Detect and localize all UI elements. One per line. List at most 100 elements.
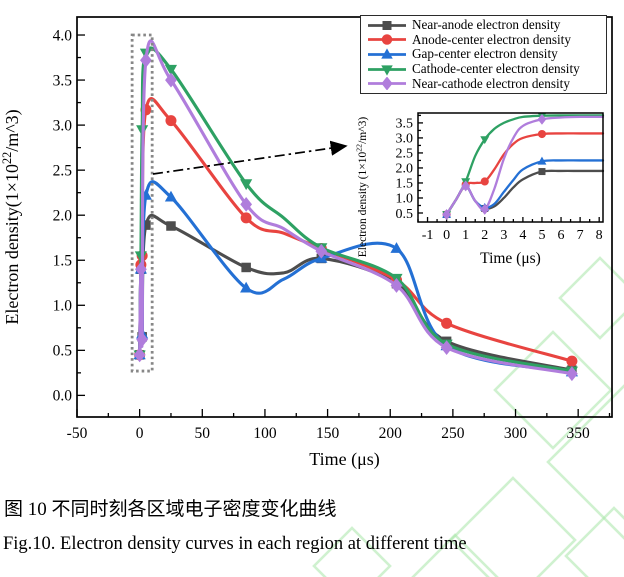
legend-label: Gap-center electron density <box>412 46 558 62</box>
caption-english: Fig.10. Electron density curves in each … <box>3 534 467 554</box>
svg-text:100: 100 <box>253 425 277 442</box>
square-marker <box>166 221 176 231</box>
diamond-marker <box>135 261 147 277</box>
main-plot-x-axis-label: Time (μs) <box>309 449 380 470</box>
main-plot-frame <box>76 16 613 418</box>
diamond-marker <box>315 243 328 259</box>
diamond-marker <box>390 278 403 293</box>
svg-text:250: 250 <box>441 425 465 442</box>
legend-swatch-triangle-down <box>368 64 406 76</box>
svg-text:-50: -50 <box>67 425 88 442</box>
watermark-diamond <box>449 476 577 577</box>
watermark-diamond <box>546 384 624 540</box>
zoom-region-box <box>130 33 154 373</box>
diamond-marker <box>381 77 393 91</box>
svg-text:2.5: 2.5 <box>396 147 414 162</box>
chart-legend: Near-anode electron density Anode-center … <box>360 15 607 94</box>
legend-label: Near-anode electron density <box>412 17 561 33</box>
zoom-arrow <box>152 140 348 175</box>
diamond-marker <box>442 209 451 220</box>
triangle-down-marker <box>381 64 393 76</box>
legend-label: Cathode-center electron density <box>412 61 580 77</box>
legend-item-near-cathode-electron-density: Near-cathode electron density <box>366 76 606 91</box>
legend-label: Near-cathode electron density <box>412 75 570 91</box>
svg-text:200: 200 <box>379 425 403 442</box>
main-plot-y-axis-label: Electron density(1×1022/m^3) <box>0 109 23 324</box>
svg-text:6: 6 <box>558 228 565 243</box>
square-marker <box>538 168 546 176</box>
square-marker <box>141 220 151 230</box>
svg-text:3.0: 3.0 <box>396 132 414 147</box>
svg-text:4: 4 <box>519 228 526 243</box>
diamond-marker <box>165 72 177 88</box>
inset-plot-x-axis-label: Time (μs) <box>480 250 541 267</box>
svg-text:2.5: 2.5 <box>53 162 73 179</box>
diamond-marker <box>136 332 149 347</box>
inset-plot-background <box>415 110 606 225</box>
square-marker <box>241 262 251 273</box>
svg-text:0.0: 0.0 <box>53 388 73 405</box>
circle-marker <box>480 177 489 186</box>
svg-text:2.0: 2.0 <box>396 162 414 177</box>
watermark-diamond <box>493 330 613 450</box>
circle-marker <box>381 34 393 46</box>
circle-marker <box>537 129 547 139</box>
watermark-diamond <box>558 256 624 340</box>
diamond-marker <box>537 113 547 125</box>
svg-text:3.0: 3.0 <box>53 117 73 134</box>
triangle-up-marker <box>164 190 178 202</box>
svg-text:350: 350 <box>567 425 591 442</box>
inset-plot-tick-labels: -1 0 1 2 3 4 5 6 7 8 0.51.01.52.02.53.03.5 <box>396 117 603 243</box>
diamond-marker <box>480 203 490 215</box>
circle-marker <box>165 115 177 127</box>
svg-text:5: 5 <box>538 228 545 243</box>
inset-plot-y-axis-label: Electron density (1×1022/m^3) <box>355 117 369 258</box>
svg-text:1.0: 1.0 <box>53 298 73 315</box>
diamond-marker <box>566 366 578 382</box>
svg-text:0: 0 <box>136 425 144 442</box>
diamond-marker <box>133 347 146 363</box>
triangle-down-marker <box>480 136 490 145</box>
svg-text:0.5: 0.5 <box>396 207 414 222</box>
legend-item-anode-center-electron-density: Anode-center electron density <box>366 31 606 48</box>
diamond-marker <box>461 180 471 192</box>
triangle-up-marker <box>390 242 403 253</box>
svg-text:2.0: 2.0 <box>53 207 73 224</box>
main-plot: -50 0 50 100 150 200 250 300 3500.00.51.01.52.02… <box>0 16 613 470</box>
electron-density-chart: -50 0 50 100 150 200 250 300 3500.00.51.01.52.02… <box>0 16 613 470</box>
svg-text:1.5: 1.5 <box>396 177 414 192</box>
triangle-up-marker <box>381 48 393 59</box>
svg-text:1.0: 1.0 <box>396 192 414 207</box>
svg-text:-1: -1 <box>422 228 434 243</box>
svg-text:0: 0 <box>443 228 450 243</box>
legend-swatch-circle <box>368 34 406 46</box>
circle-marker <box>441 317 453 329</box>
watermark-diamond <box>312 526 392 577</box>
svg-text:300: 300 <box>504 425 528 442</box>
legend-swatch-square <box>368 20 406 30</box>
legend-swatch-triangle-up <box>368 48 406 59</box>
series-markers-near-cathode-electron-density <box>442 113 547 220</box>
svg-text:50: 50 <box>195 425 211 442</box>
square-marker <box>382 20 392 30</box>
watermark-diamond <box>564 506 624 577</box>
caption-chinese: 图 10 不同时刻各区域电子密度变化曲线 <box>4 499 337 520</box>
legend-label: Anode-center electron density <box>412 31 571 47</box>
svg-text:8: 8 <box>596 228 603 243</box>
main-plot-tick-labels: -50 0 50 100 150 200 250 300 3500.00.51.01.52.02… <box>53 27 590 442</box>
svg-text:4.0: 4.0 <box>53 27 73 44</box>
svg-text:3: 3 <box>500 228 507 243</box>
circle-marker <box>566 355 578 367</box>
diamond-marker <box>440 340 453 356</box>
legend-item-gap-center-electron-density: Gap-center electron density <box>366 47 606 62</box>
legend-item-near-anode-electron-density: Near-anode electron density <box>366 18 606 33</box>
diamond-marker <box>140 52 152 68</box>
inset-plot-frame <box>417 112 604 223</box>
legend-swatch-diamond <box>368 77 406 91</box>
series-markers-near-cathode-electron-density <box>133 52 578 382</box>
inset-plot: -1 0 1 2 3 4 5 6 7 8 0.51.01.52.02.53.03.5 Time (μs… <box>355 110 606 267</box>
triangle-down-marker <box>164 64 178 76</box>
legend-item-cathode-center-electron-density: Cathode-center electron density <box>366 62 606 77</box>
